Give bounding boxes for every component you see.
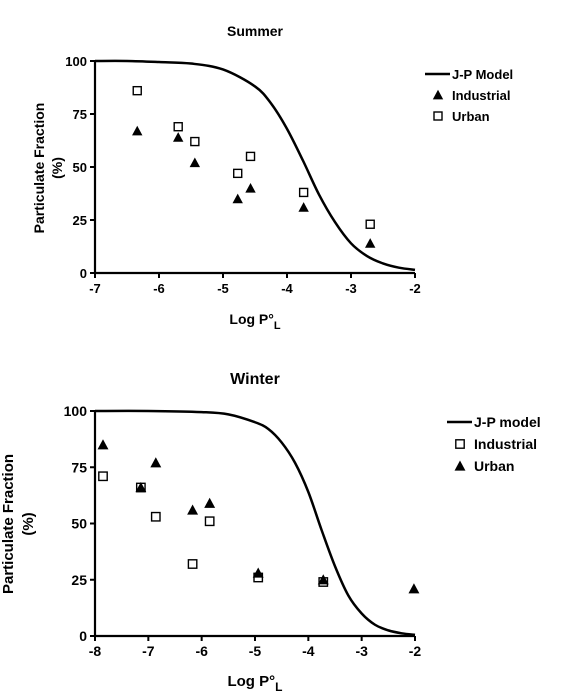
summer-y-tick-label: 0 (80, 266, 87, 281)
summer-industrial-point (365, 238, 376, 248)
summer-y-tick-label: 25 (73, 213, 87, 228)
winter-legend-j-p-model-label: J-P model (474, 414, 541, 430)
winter-industrial-point (204, 516, 215, 527)
summer-industrial-point (232, 193, 243, 204)
summer-y-tick-label: 50 (73, 160, 87, 175)
winter-y-tick-label: 25 (71, 572, 87, 588)
winter-x-axis-label: Log P°L (227, 673, 282, 693)
summer-legend-urban-swatch (433, 111, 443, 121)
summer-industrial-point (298, 202, 309, 212)
winter-legend-industrial-swatch (455, 439, 465, 449)
winter-x-tick-label: -4 (302, 643, 315, 659)
summer-industrial-point (245, 183, 256, 193)
summer-industrial-point (173, 132, 184, 142)
summer-legend: J-P Model Industrial Urban (425, 67, 513, 124)
winter-y-axis-label-line1: Particulate Fraction (0, 454, 17, 594)
winter-chart-title: Winter (230, 371, 280, 388)
summer-x-axis-label: Log P°L (229, 311, 280, 332)
summer-urban-point (190, 136, 200, 147)
summer-y-tick-label: 100 (65, 54, 87, 69)
summer-urban-point (233, 168, 243, 179)
winter-urban-point (317, 574, 329, 585)
summer-x-tick-label: -2 (409, 281, 421, 296)
winter-industrial-point (98, 471, 108, 482)
winter-x-tick-label: -6 (195, 643, 208, 659)
winter-y-axis-label: Particulate Fraction (%) (0, 454, 37, 594)
winter-urban-point (408, 583, 420, 594)
summer-legend-industrial-swatch (432, 89, 444, 100)
summer-urban-point (365, 219, 375, 229)
winter-x-tick-label: -3 (355, 643, 368, 659)
winter-x-tick-label: -5 (249, 643, 262, 659)
winter-series (94, 409, 420, 637)
winter-legend-urban-label: Urban (474, 458, 514, 474)
winter-j-p-model-curve (94, 409, 416, 637)
winter-axes: 0 25 50 75 100 -8 -7 -6 -5 -4 -3 -2 (64, 403, 422, 659)
winter-legend: J-P model Industrial Urban (447, 414, 541, 474)
summer-legend-industrial-label: Industrial (452, 88, 511, 103)
summer-urban-point (132, 85, 142, 96)
winter-legend-urban-swatch (454, 460, 466, 471)
winter-urban-point (187, 504, 199, 515)
summer-x-tick-label: -3 (345, 281, 357, 296)
winter-y-tick-label: 0 (79, 628, 87, 644)
summer-y-tick-label: 75 (73, 107, 87, 122)
summer-y-axis-label-line2: (%) (49, 157, 65, 179)
winter-x-tick-label: -8 (89, 643, 102, 659)
winter-industrial-point (187, 559, 198, 569)
winter-urban-point (97, 439, 109, 450)
summer-urban-point (298, 187, 309, 198)
summer-j-p-model-curve (94, 59, 416, 272)
summer-legend-j-p-model-label: J-P Model (452, 67, 513, 82)
winter-y-axis-label-line2: (%) (20, 512, 37, 535)
summer-industrial-point (189, 157, 201, 168)
winter-y-tick-label: 75 (71, 459, 87, 475)
summer-x-tick-label: -6 (153, 281, 165, 296)
winter-y-tick-label: 50 (71, 516, 87, 532)
winter-urban-point (150, 457, 162, 468)
winter-legend-industrial-label: Industrial (474, 436, 537, 452)
winter-urban-point (204, 497, 216, 508)
winter-y-tick-label: 100 (64, 403, 88, 419)
summer-industrial-point (132, 125, 143, 136)
summer-series (94, 59, 416, 272)
summer-axes: 0 25 50 75 100 -7 -6 -5 -4 -3 -2 (65, 54, 420, 296)
summer-x-tick-label: -7 (89, 281, 101, 296)
summer-urban-point (173, 122, 183, 132)
winter-urban-point (252, 567, 264, 578)
winter-urban-point (135, 482, 147, 493)
winter-x-tick-label: -2 (409, 643, 422, 659)
summer-urban-point (245, 151, 256, 162)
summer-legend-urban-label: Urban (452, 109, 490, 124)
summer-x-tick-label: -5 (217, 281, 229, 296)
winter-x-tick-label: -7 (142, 643, 155, 659)
summer-x-tick-label: -4 (281, 281, 293, 296)
winter-chart: Winter Particulate Fraction (%) Log P°L … (0, 371, 541, 693)
winter-industrial-point (150, 511, 161, 522)
summer-chart-title: Summer (227, 23, 284, 39)
summer-chart: Summer Particulate Fraction (%) Log P°L … (31, 23, 513, 332)
summer-y-axis-label-line1: Particulate Fraction (31, 103, 47, 234)
summer-y-axis-label: Particulate Fraction (%) (31, 103, 65, 234)
